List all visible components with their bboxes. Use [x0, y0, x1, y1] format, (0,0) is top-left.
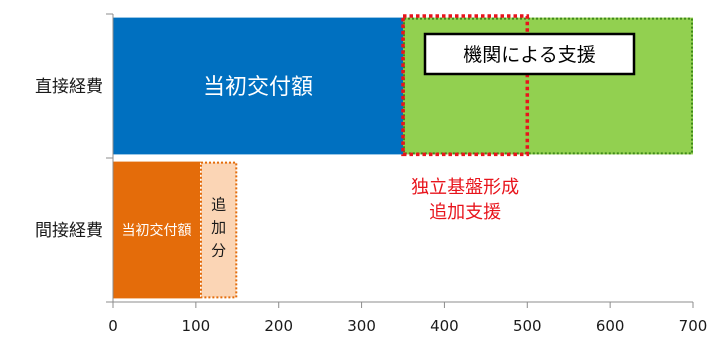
x-tick-label: 700	[679, 317, 708, 335]
additional-support-label-line: 独立基盤形成	[411, 177, 519, 198]
bar-direct-initial	[113, 17, 403, 155]
bar-indirect-initial	[113, 161, 200, 299]
additional-support-region	[401, 14, 530, 157]
label-direct-initial: 当初交付額	[203, 75, 313, 100]
bar-indirect-added	[200, 161, 238, 299]
label-indirect-added-char: 追	[211, 196, 226, 214]
x-tick-label: 500	[513, 317, 542, 335]
label-indirect-initial: 当初交付額	[122, 222, 192, 239]
category-label: 直接経費	[35, 77, 103, 97]
axes-layer: 0 100 200 300 400 500 600 700	[106, 13, 708, 335]
bar-direct-support-border	[403, 17, 693, 155]
x-tick-label: 0	[108, 317, 118, 335]
label-indirect-added-char: 加	[211, 219, 226, 237]
x-tick-label: 600	[596, 317, 625, 335]
institution-support-label: 機関による支援	[463, 44, 595, 66]
x-tick-label: 100	[182, 317, 211, 335]
category-label: 間接経費	[35, 221, 103, 241]
overlays-layer	[401, 14, 530, 157]
label-indirect-added-char: 分	[211, 242, 226, 260]
institution-support-box	[423, 32, 636, 76]
additional-support-label-line: 追加支援	[429, 202, 501, 223]
x-tick-label: 300	[347, 317, 376, 335]
x-tick-label: 400	[430, 317, 459, 335]
x-tick-label: 200	[264, 317, 293, 335]
